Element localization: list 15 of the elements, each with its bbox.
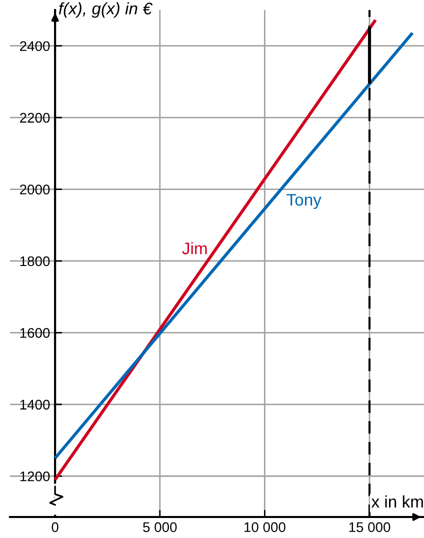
y-tick-label: 1400: [20, 400, 50, 410]
x-tick-label: 0: [52, 522, 58, 532]
y-tick-label: 2200: [20, 112, 50, 123]
series-label: Jim: [182, 242, 207, 254]
y-tick-label: 1600: [20, 328, 50, 338]
x-axis-title: x in km: [371, 495, 423, 508]
x-tick-label: 10 000: [244, 522, 286, 532]
x-tick-label: 5 000: [143, 522, 177, 532]
series-label: Tony: [286, 194, 322, 210]
y-axis-title: f(x), g(x) in €: [58, 2, 153, 18]
y-tick-label: 2400: [20, 41, 50, 52]
y-tick-label: 1200: [20, 471, 50, 482]
y-tick-label: 2000: [20, 184, 50, 194]
y-tick-label: 1800: [20, 256, 50, 266]
x-tick-label: 15 000: [349, 522, 390, 532]
